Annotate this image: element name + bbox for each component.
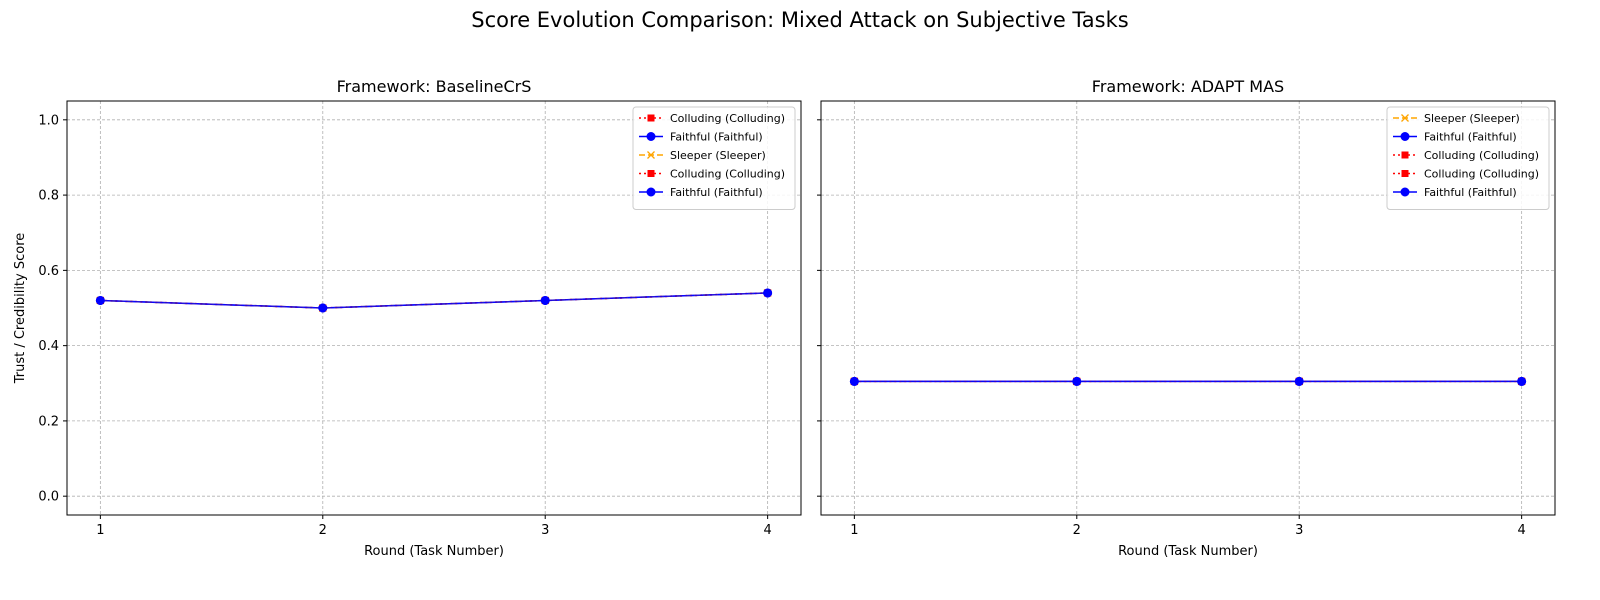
legend-marker (647, 170, 655, 177)
legend-label: Sleeper (Sleeper) (1424, 112, 1520, 125)
x-tick-label: 1 (850, 523, 858, 538)
data-point (763, 288, 773, 298)
legend-label: Faithful (Faithful) (1424, 186, 1517, 199)
legend-label: Faithful (Faithful) (670, 131, 763, 144)
y-tick-label: 0.8 (38, 189, 59, 204)
data-point (849, 376, 859, 386)
data-point (1294, 376, 1304, 386)
x-axis-label: Round (Task Number) (1118, 544, 1258, 559)
panel-title: Framework: BaselineCrS (337, 77, 532, 96)
x-axis-label: Round (Task Number) (364, 544, 504, 559)
legend-label: Colluding (Colluding) (670, 168, 785, 181)
panel-title: Framework: ADAPT MAS (1092, 77, 1284, 96)
x-tick-label: 1 (96, 523, 104, 538)
legend-marker (646, 132, 656, 141)
y-tick-label: 1.0 (38, 113, 59, 128)
data-point (1072, 376, 1082, 386)
legend-marker (1401, 114, 1409, 122)
legend-label: Colluding (Colluding) (1424, 149, 1539, 162)
figure-title: Score Evolution Comparison: Mixed Attack… (471, 8, 1129, 32)
x-tick-label: 4 (763, 523, 771, 538)
x-tick-label: 4 (1517, 523, 1525, 538)
x-tick-label: 2 (319, 523, 327, 538)
legend-label: Colluding (Colluding) (670, 112, 785, 125)
legend-marker (1400, 132, 1410, 141)
data-point (1517, 376, 1527, 386)
legend-label: Faithful (Faithful) (1424, 131, 1517, 144)
legend-marker (1400, 187, 1410, 197)
legend-box (632, 106, 796, 210)
legend-marker (646, 187, 656, 197)
legend-marker (647, 114, 655, 122)
legend-label: Colluding (Colluding) (1424, 168, 1539, 181)
axes-frame (66, 100, 802, 516)
y-tick-label: 0.2 (38, 414, 59, 429)
legend: Sleeper (Sleeper) Faithful (Faithful) Coll… (1386, 106, 1550, 210)
legend-marker (647, 151, 655, 159)
chart-panel-2: 1 2 3 4 Framework: ADAPT MAS Round (Task Numb… (817, 77, 1556, 559)
series-line-5 (100, 292, 768, 309)
legend-box (1386, 106, 1550, 210)
data-point (95, 295, 105, 305)
x-tick-label: 3 (541, 523, 549, 538)
data-point (540, 295, 550, 305)
x-tick-label: 3 (1295, 523, 1303, 538)
x-tick-label: 2 (1073, 523, 1081, 538)
legend-marker (1401, 170, 1409, 177)
legend-label: Faithful (Faithful) (670, 186, 763, 199)
y-tick-label: 0.4 (38, 339, 59, 354)
y-axis-label: Trust / Credibility Score (13, 233, 28, 385)
chart-panel-1: 1 2 3 4 0.0 0.2 0.4 0.6 0.8 1.0 Framework: Baselin… (13, 77, 802, 559)
legend-label: Sleeper (Sleeper) (670, 149, 766, 162)
axes-frame (820, 100, 1556, 516)
legend-marker (1401, 151, 1409, 159)
y-tick-label: 0.6 (38, 264, 59, 279)
legend: Colluding (Colluding) Faithful (Faithful)… (632, 106, 796, 210)
y-tick-label: 0.0 (38, 490, 59, 505)
data-point (318, 303, 328, 313)
